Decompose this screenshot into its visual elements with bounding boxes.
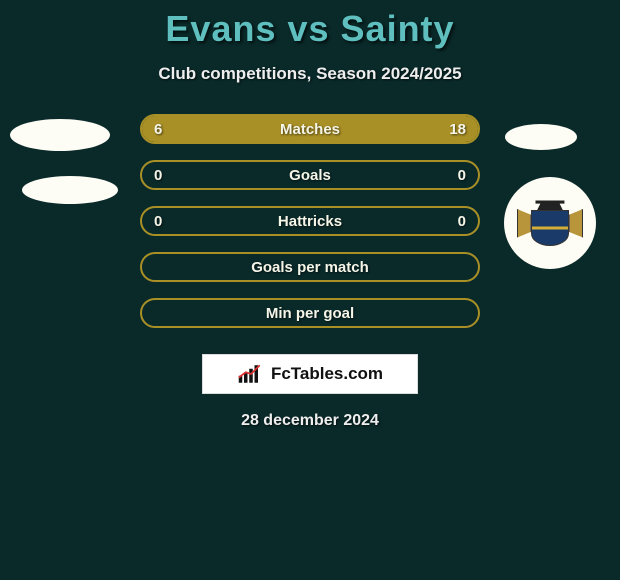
stat-value-right: 18	[449, 121, 466, 138]
date-text: 28 december 2024	[0, 412, 620, 430]
stat-value-right: 0	[458, 213, 466, 230]
stat-label: Matches	[280, 121, 340, 138]
stat-value-left: 6	[154, 121, 162, 138]
blank-badge-icon	[10, 119, 110, 151]
page-title: Evans vs Sainty	[0, 0, 620, 50]
crest-graphic	[518, 191, 582, 255]
blank-badge-icon	[505, 124, 577, 150]
stat-fill-right	[226, 116, 478, 142]
stat-row: Goals per match	[140, 252, 480, 282]
stat-value-left: 0	[154, 213, 162, 230]
stat-label: Goals per match	[251, 259, 369, 276]
watermark-text: FcTables.com	[271, 364, 383, 384]
watermark: FcTables.com	[202, 354, 418, 394]
blank-badge-icon	[22, 176, 118, 204]
bar-chart-icon	[237, 363, 265, 385]
stat-label: Hattricks	[278, 213, 342, 230]
stat-label: Min per goal	[266, 305, 354, 322]
stat-row: 6 18 Matches	[140, 114, 480, 144]
stat-row: Min per goal	[140, 298, 480, 328]
stat-value-left: 0	[154, 167, 162, 184]
club-crest-icon	[504, 177, 596, 269]
stat-label: Goals	[289, 167, 331, 184]
stat-row: 0 0 Hattricks	[140, 206, 480, 236]
stat-value-right: 0	[458, 167, 466, 184]
subtitle: Club competitions, Season 2024/2025	[0, 64, 620, 84]
stat-row: 0 0 Goals	[140, 160, 480, 190]
